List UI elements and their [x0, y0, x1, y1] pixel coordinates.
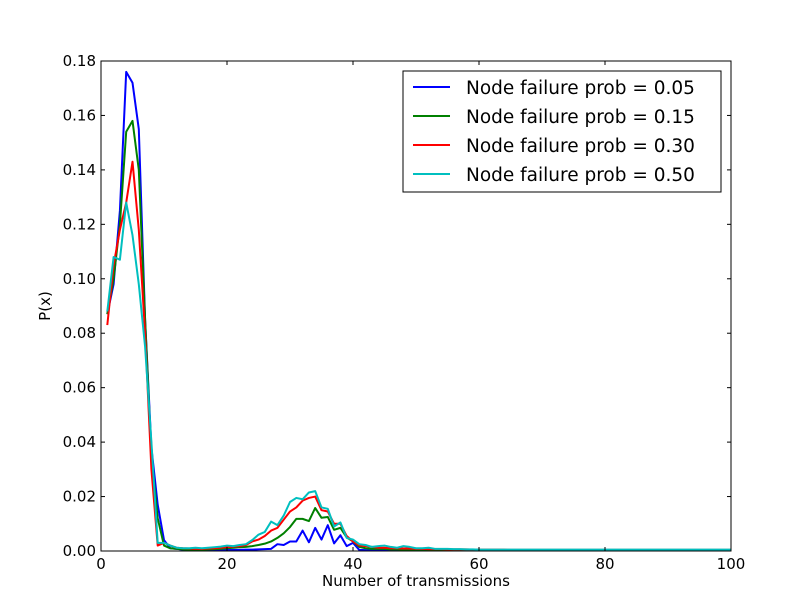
legend-frame	[402, 70, 722, 193]
legend-label: Node failure prob = 0.05	[466, 78, 695, 99]
y-tick-label: 0.08	[63, 324, 96, 342]
y-tick-label: 0.18	[63, 52, 96, 70]
y-axis-label: P(x)	[36, 291, 54, 321]
series-layer	[106, 70, 731, 551]
series-line-4	[106, 201, 731, 551]
tick-layer: 0 20 40 60 80 100 0.00 0.02 0.04 0.06 0.08 0.10 0.12…	[63, 52, 746, 573]
y-tick-label: 0.04	[63, 433, 96, 451]
x-tick-label: 100	[717, 555, 746, 573]
legend-label: Node failure prob = 0.15	[466, 107, 695, 128]
x-axis-label: Number of transmissions	[322, 572, 510, 590]
y-tick-label: 0.10	[63, 270, 96, 288]
x-tick-label: 40	[343, 555, 362, 573]
x-tick-label: 0	[96, 555, 106, 573]
y-tick-label: 0.06	[63, 379, 96, 397]
y-tick-label: 0.14	[63, 161, 96, 179]
legend-label: Node failure prob = 0.30	[466, 136, 695, 157]
y-tick-label: 0.16	[63, 106, 96, 124]
x-tick-label: 60	[469, 555, 488, 573]
x-tick-label: 20	[217, 555, 236, 573]
legend: Node failure prob = 0.05 Node failure pro…	[402, 70, 722, 193]
y-tick-label: 0.12	[63, 215, 96, 233]
x-tick-label: 80	[595, 555, 614, 573]
legend-label: Node failure prob = 0.50	[466, 165, 695, 186]
y-tick-label: 0.00	[63, 542, 96, 560]
plot-frame	[100, 60, 732, 552]
y-tick-label: 0.02	[63, 488, 96, 506]
